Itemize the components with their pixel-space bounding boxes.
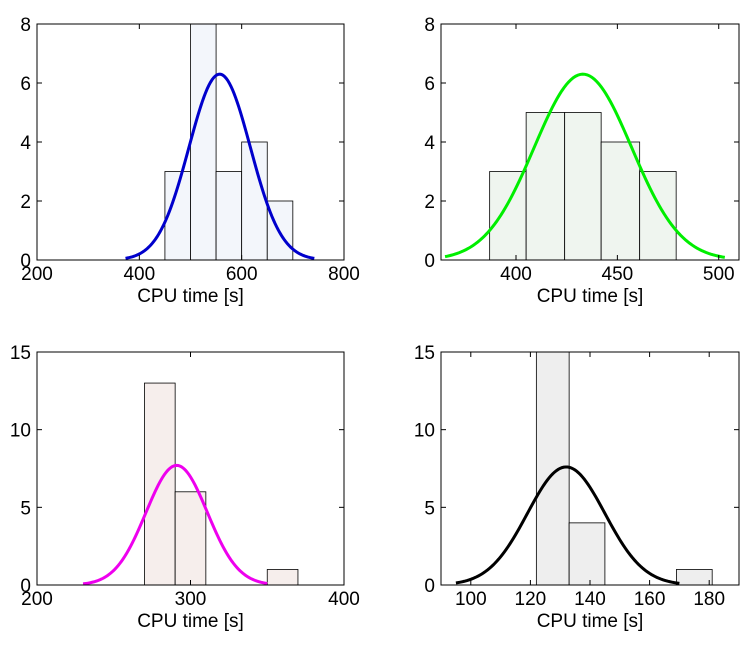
histogram-bar bbox=[215, 171, 243, 261]
histogram-bar bbox=[568, 522, 606, 586]
histogram-bar bbox=[639, 171, 677, 261]
x-tick-label: 140 bbox=[574, 589, 606, 610]
histogram-bar bbox=[266, 569, 299, 586]
x-tick-label: 500 bbox=[703, 264, 735, 285]
histogram-bar bbox=[489, 171, 527, 261]
y-tick-label: 5 bbox=[424, 498, 435, 519]
fit-curve bbox=[455, 465, 680, 585]
y-tick-label: 10 bbox=[10, 421, 31, 442]
x-tick-label: 200 bbox=[21, 589, 53, 610]
y-tick-label: 15 bbox=[414, 343, 435, 364]
y-tick-label: 0 bbox=[20, 576, 31, 597]
x-tick-label: 160 bbox=[634, 589, 666, 610]
y-tick-label: 5 bbox=[20, 498, 31, 519]
x-tick-label: 800 bbox=[328, 264, 360, 285]
x-axis-label: CPU time [s] bbox=[537, 611, 644, 632]
histogram-bar bbox=[174, 491, 207, 586]
y-tick-label: 6 bbox=[20, 74, 31, 95]
x-tick-label: 100 bbox=[455, 589, 487, 610]
histogram-panel-2: 400 450 500 0 2 4 6 8 CPU time [s] bbox=[424, 15, 740, 307]
y-tick-label: 8 bbox=[424, 15, 435, 36]
x-tick-label: 450 bbox=[602, 264, 634, 285]
fit-curve bbox=[125, 72, 315, 260]
y-tick-label: 6 bbox=[424, 74, 435, 95]
y-tick-label: 4 bbox=[424, 133, 435, 154]
fit-curve bbox=[444, 72, 726, 259]
histogram-panel-4: 100 120 140 160 180 0 5 10 15 CPU time [s] bbox=[414, 343, 740, 632]
y-tick-label: 15 bbox=[10, 343, 31, 364]
x-tick-label: 600 bbox=[226, 264, 258, 285]
histogram-bar bbox=[600, 141, 641, 261]
histogram-bar bbox=[676, 569, 713, 586]
y-tick-label: 2 bbox=[424, 192, 435, 213]
y-tick-label: 0 bbox=[424, 576, 435, 597]
x-axis-label: CPU time [s] bbox=[137, 611, 244, 632]
histogram-bar bbox=[190, 23, 217, 261]
x-tick-label: 120 bbox=[515, 589, 547, 610]
y-tick-label: 8 bbox=[20, 15, 31, 36]
x-tick-label: 400 bbox=[123, 264, 155, 285]
y-tick-label: 0 bbox=[424, 251, 435, 272]
y-tick-label: 4 bbox=[20, 133, 31, 154]
x-axis-label: CPU time [s] bbox=[537, 286, 644, 307]
y-tick-label: 10 bbox=[414, 421, 435, 442]
x-tick-label: 400 bbox=[500, 264, 532, 285]
histogram-bar bbox=[525, 112, 566, 261]
y-tick-label: 0 bbox=[20, 251, 31, 272]
x-tick-label: 400 bbox=[328, 589, 360, 610]
histogram-panel-3: 200 300 400 0 5 10 15 CPU time [s] bbox=[10, 343, 360, 632]
histogram-bar bbox=[564, 112, 602, 261]
y-tick-label: 2 bbox=[20, 192, 31, 213]
x-axis-label: CPU time [s] bbox=[137, 286, 244, 307]
fit-curve bbox=[82, 463, 268, 586]
histogram-panel-1: 200 400 600 800 0 2 4 6 8 CPU time [s] bbox=[20, 15, 359, 307]
x-tick-label: 300 bbox=[175, 589, 207, 610]
x-tick-label: 180 bbox=[693, 589, 725, 610]
x-tick-label: 200 bbox=[21, 264, 53, 285]
